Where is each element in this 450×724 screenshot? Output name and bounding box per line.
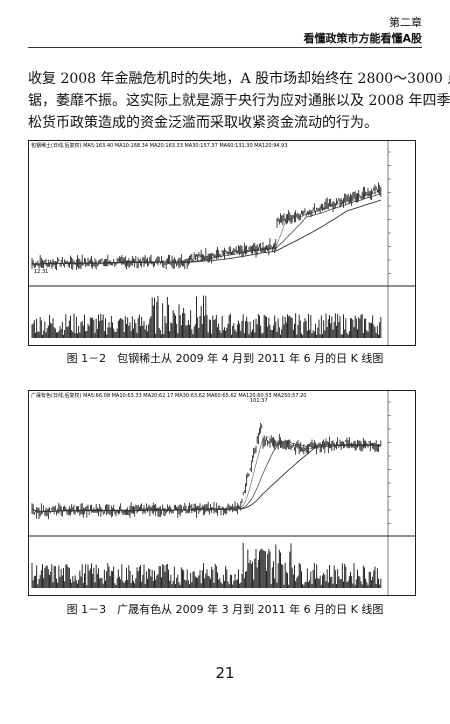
header-rule [28,47,422,48]
paragraph-line: 松货币政策造成的资金泛滥而采取收紧资金流动的行为。 [28,115,378,131]
running-title: 看懂政策市方能看懂A股 [303,32,422,45]
chart-legend: 广晟有色(日线,后复权) MA5:66.08 MA10:63.33 MA20:6… [31,392,306,399]
price-label: 101.37 [250,398,268,404]
figure-caption: 图 1－2 包钢稀土从 2009 年 4 月到 2011 年 6 月的日 K 线… [66,352,384,365]
moving-average [31,443,381,513]
moving-average [31,190,381,265]
stock-chart: 包钢稀土(日线,后复权) MA5:163.40 MA10:168.34 MA20… [28,140,416,346]
figure-caption: 图 1－3 广晟有色从 2009 年 3 月到 2011 年 6 月的日 K 线… [66,603,384,616]
chart-frame [28,390,416,596]
paragraph-line: 收复 2008 年金融危机时的失地，A 股市场却始终在 2800～3000 点一… [28,71,450,87]
paragraph-line: 锯，萎靡不振。这实际上就是源于央行为应对通胀以及 2008 年四季度超宽 [28,93,450,109]
price-label: 12.31 [34,269,48,275]
chart-legend: 包钢稀土(日线,后复权) MA5:163.40 MA10:168.34 MA20… [31,142,288,149]
chapter: 第二章 [389,16,422,29]
stock-chart: 广晟有色(日线,后复权) MA5:66.08 MA10:63.33 MA20:6… [28,390,416,596]
moving-average [31,199,381,265]
page-number: 21 [215,664,235,682]
chart-frame [28,140,416,346]
